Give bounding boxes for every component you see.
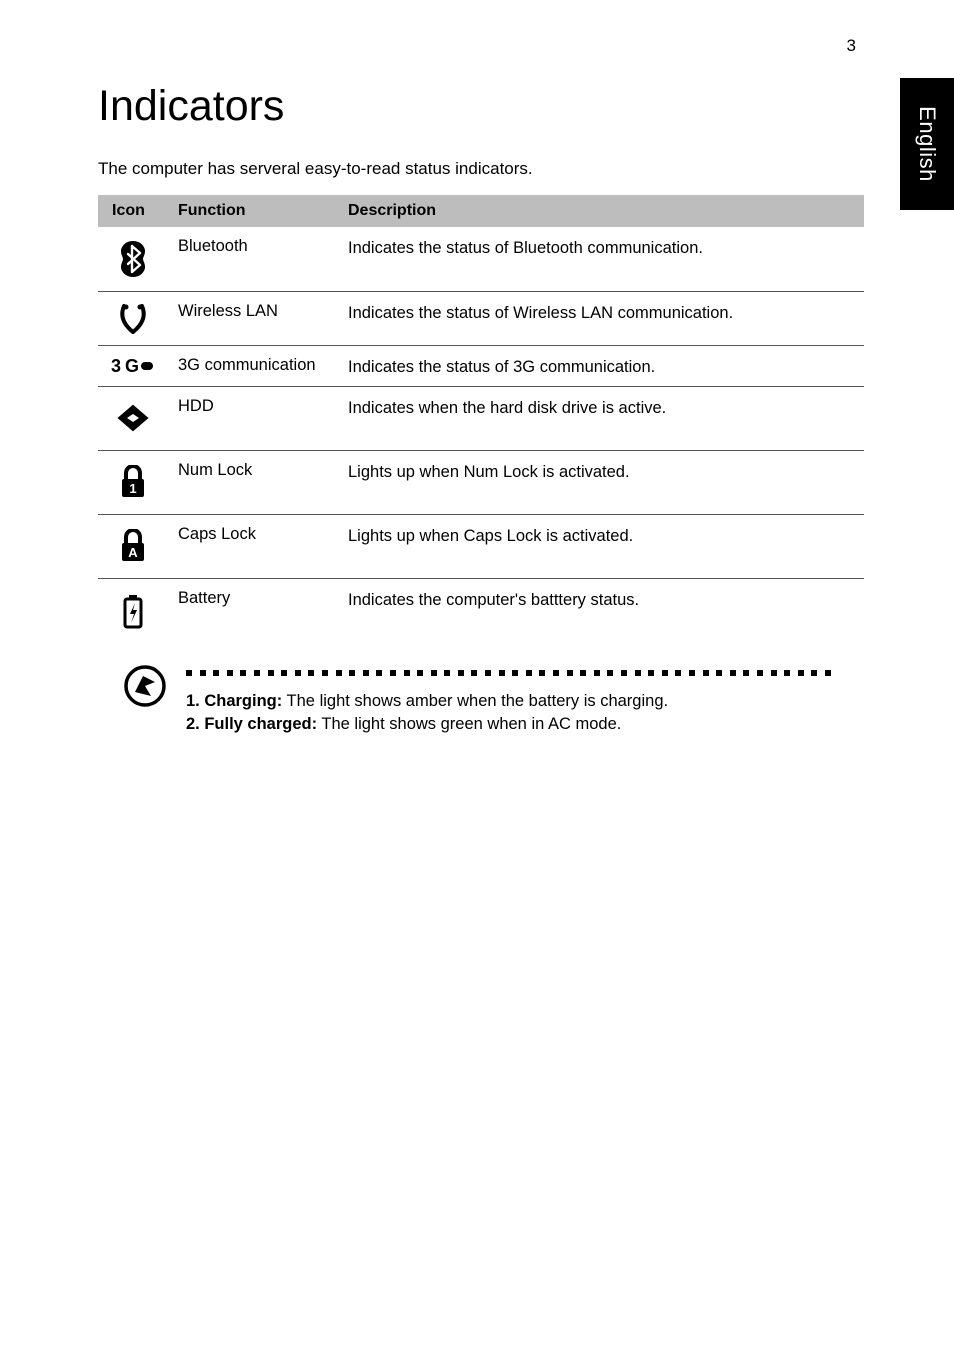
table-row: Battery Indicates the computer's battter… <box>98 578 864 642</box>
page-number: 3 <box>847 36 856 56</box>
note-icon <box>98 660 186 735</box>
battery-icon <box>98 578 168 642</box>
table-row: A Caps Lock Lights up when Caps Lock is … <box>98 514 864 578</box>
table-row: HDD Indicates when the hard disk drive i… <box>98 386 864 450</box>
col-header-icon: Icon <box>98 195 168 227</box>
table-row: Bluetooth Indicates the status of Blueto… <box>98 227 864 291</box>
svg-text:1: 1 <box>129 481 136 496</box>
wireless-lan-icon <box>98 291 168 345</box>
note-line-2-text: The light shows green when in AC mode. <box>317 715 621 733</box>
note-line-1-label: 1. Charging: <box>186 692 282 710</box>
col-header-description: Description <box>338 195 864 227</box>
description-cell: Indicates the computer's batttery status… <box>338 578 864 642</box>
function-cell: Bluetooth <box>168 227 338 291</box>
note-divider-dots <box>186 670 864 676</box>
page-title: Indicators <box>98 82 864 131</box>
note-line-2: 2. Fully charged: The light shows green … <box>186 713 864 735</box>
note-block: 1. Charging: The light shows amber when … <box>98 660 864 735</box>
col-header-function: Function <box>168 195 338 227</box>
note-line-1-text: The light shows amber when the battery i… <box>282 692 668 710</box>
description-cell: Indicates the status of 3G communication… <box>338 345 864 386</box>
note-line-1: 1. Charging: The light shows amber when … <box>186 690 864 712</box>
function-cell: 3G communication <box>168 345 338 386</box>
description-cell: Lights up when Caps Lock is activated. <box>338 514 864 578</box>
table-row: 3G 3G communication Indicates the status… <box>98 345 864 386</box>
function-cell: Battery <box>168 578 338 642</box>
table-row: Wireless LAN Indicates the status of Wir… <box>98 291 864 345</box>
table-header-row: Icon Function Description <box>98 195 864 227</box>
description-cell: Indicates the status of Bluetooth commun… <box>338 227 864 291</box>
function-cell: Wireless LAN <box>168 291 338 345</box>
hdd-icon <box>98 386 168 450</box>
function-cell: HDD <box>168 386 338 450</box>
note-line-2-label: 2. Fully charged: <box>186 715 317 733</box>
description-cell: Lights up when Num Lock is activated. <box>338 450 864 514</box>
description-cell: Indicates when the hard disk drive is ac… <box>338 386 864 450</box>
intro-text: The computer has serveral easy-to-read s… <box>98 159 864 179</box>
function-cell: Caps Lock <box>168 514 338 578</box>
three-g-icon: 3G <box>98 345 168 386</box>
function-cell: Num Lock <box>168 450 338 514</box>
caps-lock-icon: A <box>98 514 168 578</box>
svg-text:G: G <box>125 356 139 376</box>
num-lock-icon: 1 <box>98 450 168 514</box>
svg-text:3: 3 <box>111 356 121 376</box>
table-row: 1 Num Lock Lights up when Num Lock is ac… <box>98 450 864 514</box>
indicators-table: Icon Function Description Bluetooth Indi… <box>98 195 864 642</box>
svg-text:A: A <box>128 545 138 560</box>
bluetooth-icon <box>98 227 168 291</box>
language-tab: English <box>900 78 954 210</box>
language-tab-label: English <box>914 106 940 182</box>
description-cell: Indicates the status of Wireless LAN com… <box>338 291 864 345</box>
